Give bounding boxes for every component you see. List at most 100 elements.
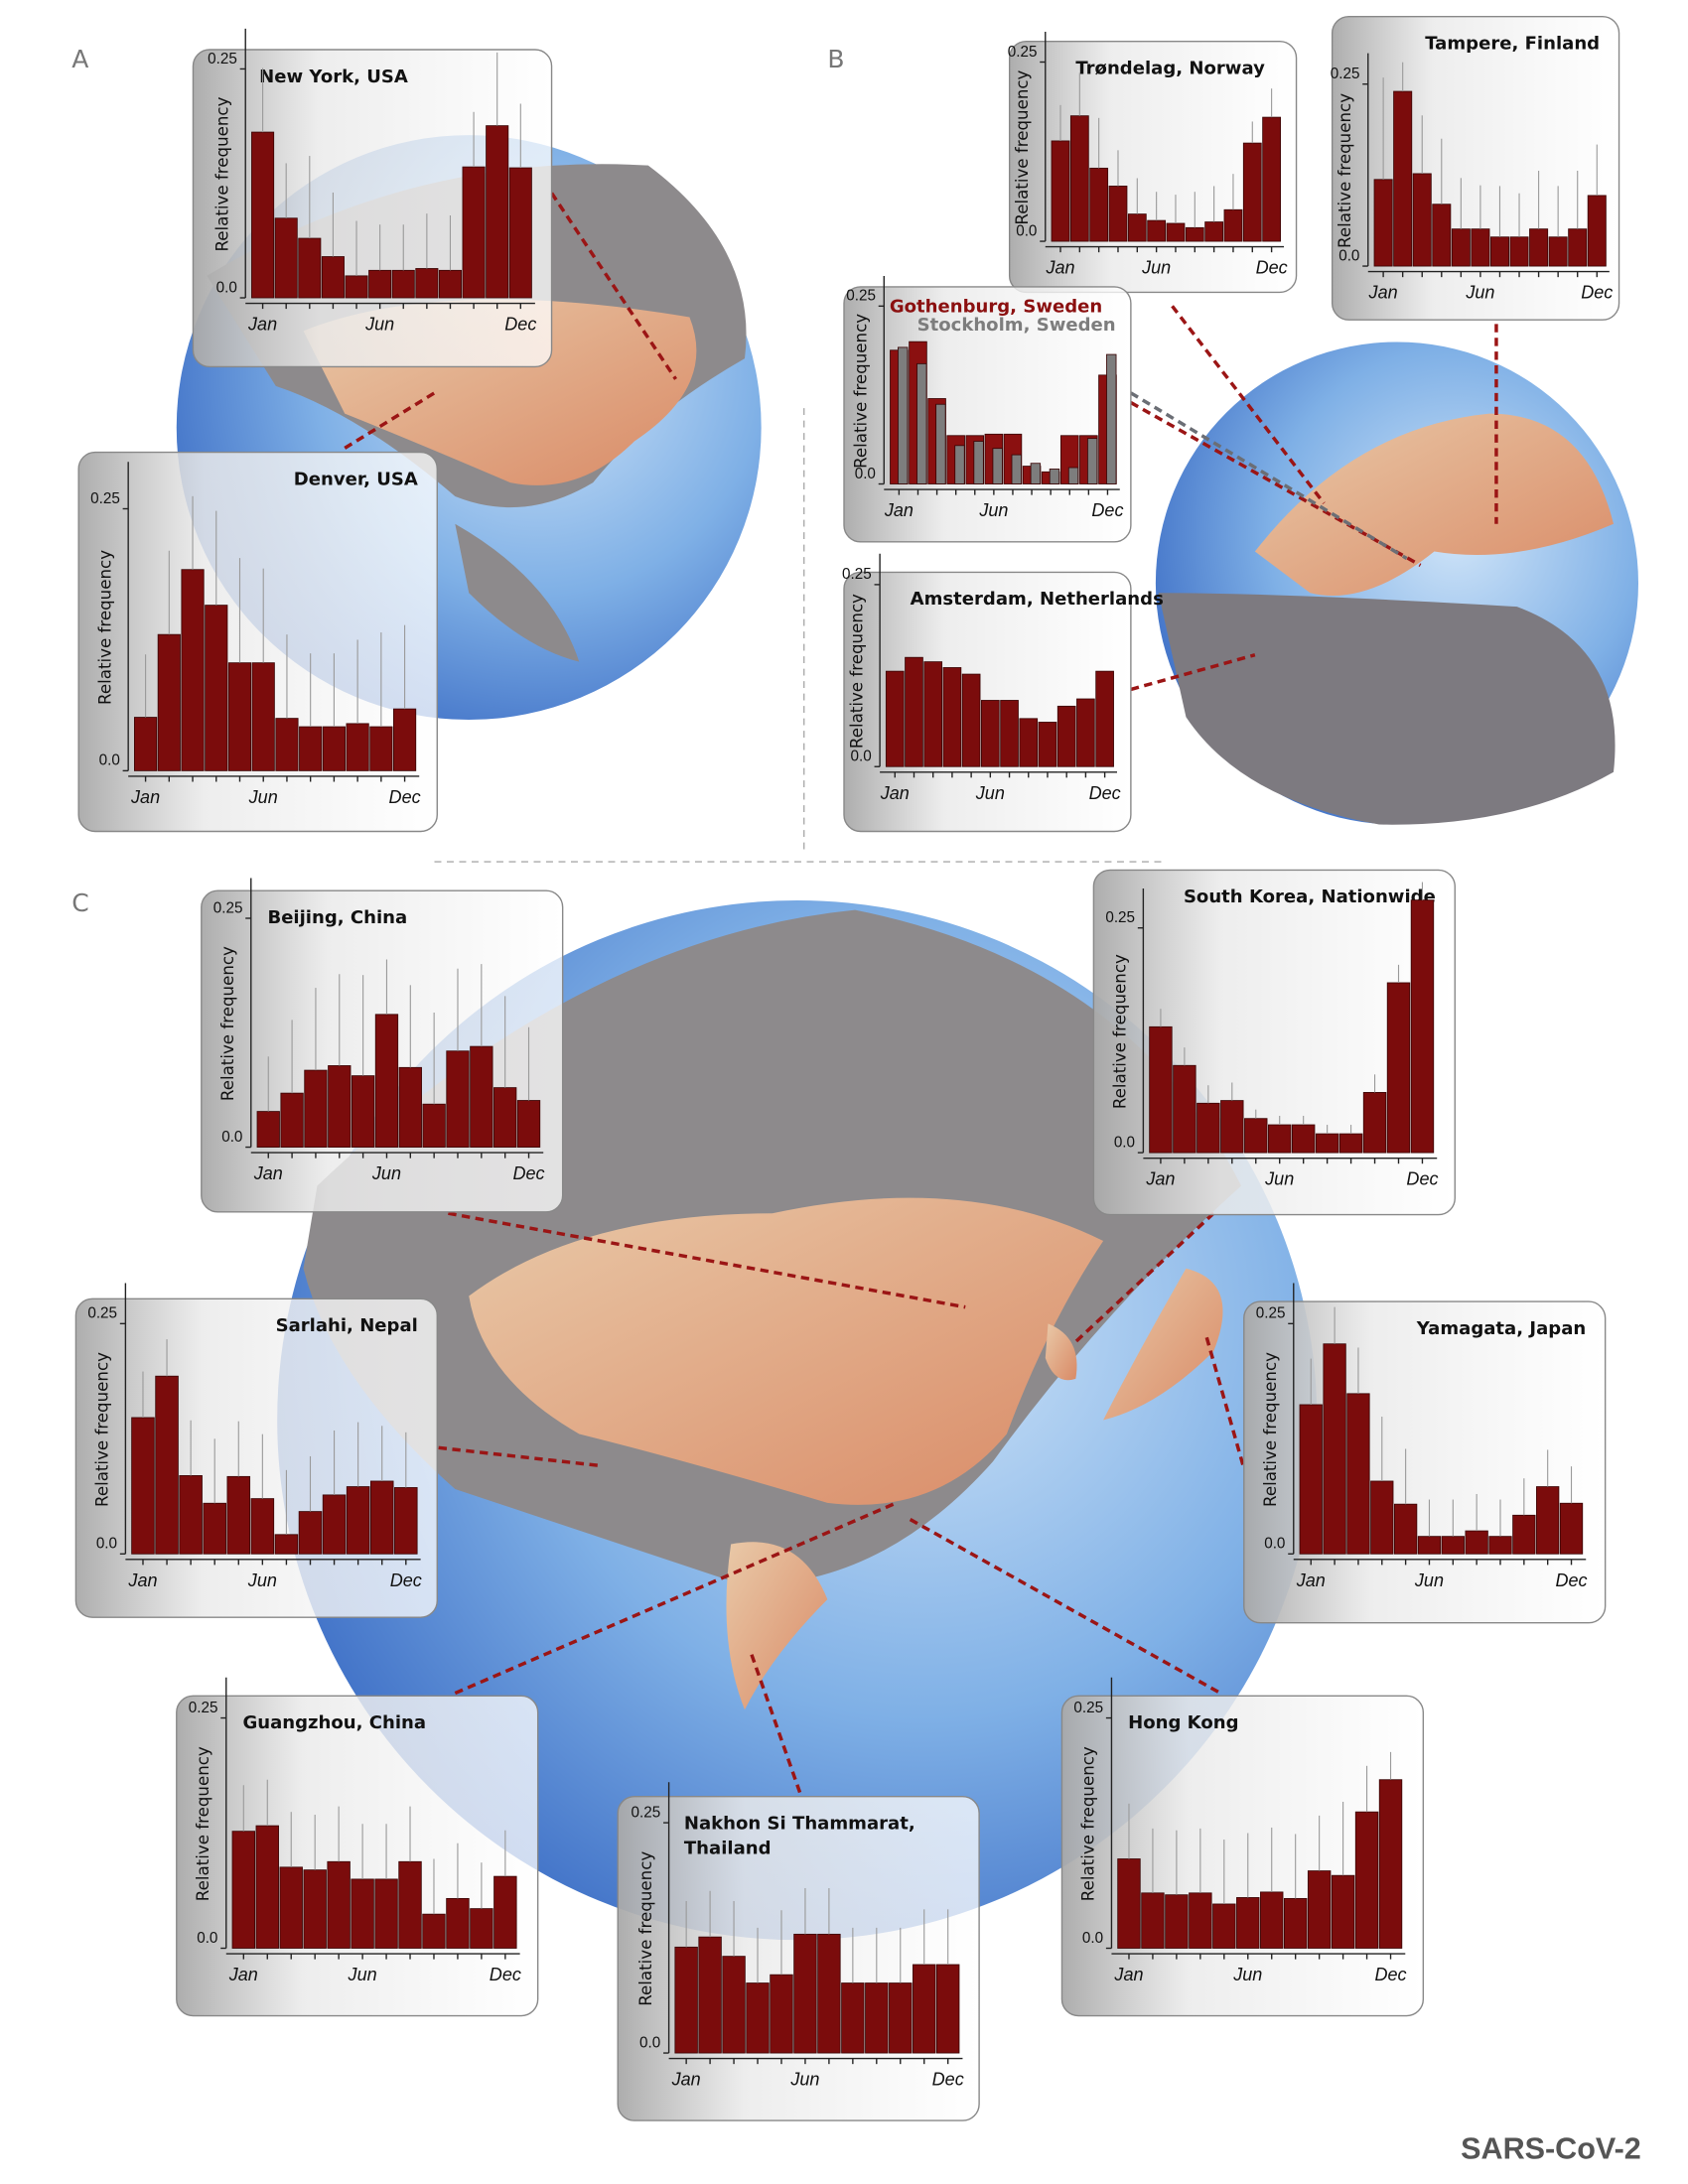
bar [1465,1530,1488,1555]
bar [898,346,909,484]
panel-label: C [71,888,88,917]
y-axis-label: Relative frequency [1261,1352,1280,1507]
bar [516,1100,541,1148]
bar [374,1014,399,1148]
bar [391,269,415,299]
y-tick-label: 0.25 [1105,909,1135,926]
bar [1089,167,1109,242]
panel-box [77,451,438,833]
bar [280,1092,304,1148]
bar [916,362,927,484]
y-axis-label: Relative frequency [95,550,114,705]
bar [1189,1892,1212,1949]
bar [1410,899,1435,1154]
chart-title: Tampere, Finland [1425,33,1600,54]
bar [905,656,923,767]
y-axis-label: Relative frequency [1013,69,1032,224]
bar [1451,228,1471,267]
x-tick-label: Dec [1089,783,1121,803]
x-tick-label: Jun [1465,283,1494,303]
bar [1038,722,1057,767]
bar [275,718,299,771]
y-tick-label: 0.0 [1016,222,1037,239]
bar [942,667,962,767]
bar [1108,186,1128,242]
x-tick-label: Jan [1113,1965,1143,1984]
bar [1346,1393,1370,1555]
bar [256,1111,280,1148]
chart-title: Amsterdam, Netherlands [911,589,1164,610]
bar [1049,469,1060,484]
connector [1071,1211,1215,1346]
bar [1362,1092,1387,1154]
y-tick-label: 0.0 [1338,247,1359,264]
x-tick-label: Jun [364,315,394,335]
bar [1370,1480,1394,1555]
connector [909,1518,1222,1696]
bar [351,1878,374,1949]
bar [1196,1102,1220,1154]
x-tick-label: Jan [884,500,914,520]
connector [454,1501,898,1696]
x-tick-label: Jan [1296,1570,1326,1590]
y-tick-label: 0.25 [90,490,120,507]
bar [1262,116,1281,242]
bar [345,275,368,299]
bar [1223,208,1243,242]
y-tick-label: 0.0 [639,2034,660,2051]
bar [1242,142,1262,242]
bar [205,605,228,771]
x-tick-label: Dec [1406,1169,1438,1189]
y-tick-label: 0.25 [87,1305,117,1322]
y-tick-label: 0.25 [846,288,876,305]
bar [865,1982,889,2054]
chart-title: South Korea, Nationwide [1184,887,1436,907]
bar [674,1946,698,2054]
y-tick-label: 0.0 [99,752,120,769]
bar [913,1964,936,2054]
bar [1587,195,1607,267]
bar [250,1498,275,1555]
bar [1386,982,1411,1154]
x-tick-label: Jan [253,1163,283,1183]
x-tick-label: Jun [1232,1965,1262,1984]
bar [1166,222,1186,242]
bar [1220,1100,1244,1154]
connector [1130,653,1256,692]
bar [346,1486,370,1555]
x-tick-label: Dec [1374,1965,1406,1984]
bar [134,717,158,771]
bar [1315,1133,1339,1154]
y-tick-label: 0.0 [1082,1930,1103,1947]
bar [1354,1811,1379,1949]
x-tick-label: Dec [1555,1570,1587,1590]
x-tick-label: Dec [504,315,536,335]
x-tick-label: Jun [371,1163,401,1183]
panel-label: A [71,45,88,73]
y-tick-label: 0.0 [855,466,876,482]
bar [935,403,946,484]
bar [374,1878,398,1949]
chart-panel: 0.0 0.25 Relative frequency Jan Jun Dec New Yo… [192,28,553,368]
x-tick-label: Jun [978,500,1008,520]
chart-title: Thailand [684,1839,772,1859]
bar [1067,467,1079,484]
bar [841,1982,865,2054]
y-tick-label: 0.25 [1073,1700,1103,1716]
y-axis-label: Relative frequency [213,96,232,251]
bar [1173,1064,1196,1154]
land [726,1542,828,1710]
bar [1185,226,1204,242]
bar [981,700,1000,767]
x-tick-label: Jun [247,1570,277,1590]
x-tick-label: Jan [1368,283,1398,303]
y-tick-label: 0.0 [197,1930,217,1947]
bar [1283,1897,1308,1949]
y-axis-label: Relative frequency [636,1851,655,2006]
bar [321,256,345,299]
bar [369,726,393,771]
y-tick-label: 0.0 [221,1129,242,1146]
y-tick-label: 0.0 [216,279,237,296]
bar [446,1897,470,1949]
bar [446,1050,470,1148]
